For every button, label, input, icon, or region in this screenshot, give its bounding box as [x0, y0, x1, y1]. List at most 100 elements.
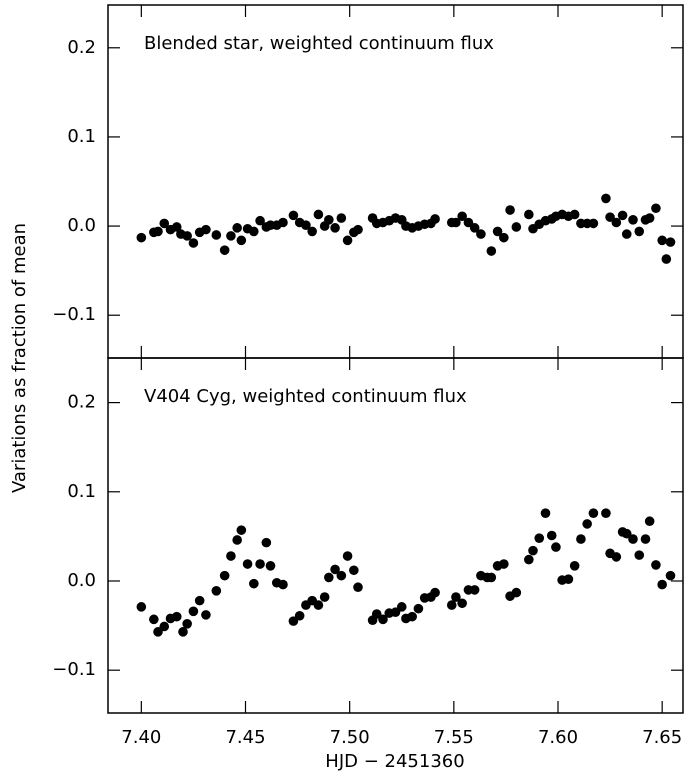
point [611, 217, 622, 228]
point [476, 229, 486, 239]
y-tick-label: 0.1 [67, 481, 96, 502]
point [576, 534, 586, 544]
point [640, 534, 651, 544]
point [651, 203, 661, 214]
point [469, 223, 480, 233]
point [255, 215, 265, 226]
point [342, 235, 353, 246]
y-tick-label: 0.0 [67, 215, 96, 236]
point [288, 616, 299, 626]
point [657, 579, 667, 590]
point [211, 586, 222, 596]
point [569, 209, 580, 220]
point [294, 610, 305, 621]
point [188, 238, 199, 248]
point [159, 621, 170, 632]
y-tick-label: 0.2 [67, 392, 96, 413]
point [621, 528, 632, 539]
point [601, 508, 611, 519]
point [469, 585, 480, 595]
point [182, 231, 192, 241]
x-tick-label: 7.40 [121, 727, 161, 748]
point [657, 235, 667, 246]
point [644, 516, 655, 527]
point [219, 570, 230, 581]
point [511, 587, 522, 598]
point [601, 193, 611, 204]
point [242, 559, 253, 569]
point [136, 232, 147, 243]
point [249, 578, 259, 589]
point [617, 210, 628, 221]
point [219, 245, 230, 255]
y-tick-label: 0.2 [67, 37, 96, 58]
plot-frame [107, 4, 684, 359]
point [621, 229, 632, 239]
point [540, 508, 551, 519]
point [178, 627, 188, 637]
x-tick-label: 7.65 [642, 727, 682, 748]
point [226, 551, 236, 561]
panel-title: V404 Cyg, weighted continuum flux [144, 386, 467, 407]
point [413, 603, 424, 614]
point [226, 231, 236, 241]
point [534, 533, 545, 543]
point [324, 572, 334, 583]
point [236, 525, 247, 535]
point [182, 619, 192, 629]
point [153, 627, 163, 637]
point [265, 561, 276, 571]
point [628, 215, 638, 225]
point [499, 559, 509, 569]
point [353, 224, 363, 235]
point [171, 611, 182, 622]
point [324, 215, 334, 225]
point [524, 209, 534, 220]
point [499, 232, 509, 243]
point [634, 550, 645, 560]
point [313, 600, 324, 610]
point [211, 230, 222, 240]
panel-title: Blended star, weighted continuum flux [144, 33, 494, 54]
point [278, 217, 288, 228]
point [390, 607, 401, 618]
point [528, 545, 538, 556]
point [505, 205, 515, 215]
point [551, 542, 561, 552]
point [605, 212, 615, 222]
point [651, 560, 661, 570]
point [588, 508, 599, 519]
point [582, 519, 592, 529]
point [634, 226, 645, 237]
point [457, 211, 467, 222]
point [261, 537, 272, 548]
point [457, 598, 467, 609]
point [511, 222, 522, 232]
point [463, 217, 474, 228]
point [563, 574, 574, 585]
point [201, 224, 211, 235]
point [644, 213, 655, 223]
point [628, 534, 638, 544]
point [486, 572, 497, 583]
plot-frame [107, 357, 684, 714]
point [546, 530, 557, 541]
point [430, 214, 440, 224]
point [201, 610, 211, 620]
point [451, 592, 461, 602]
point [661, 254, 672, 264]
point [330, 564, 340, 575]
y-tick-label: −0.1 [52, 304, 96, 325]
y-tick-label: −0.1 [52, 659, 96, 680]
point [611, 552, 622, 562]
point [349, 565, 359, 576]
point [371, 609, 382, 619]
point [353, 582, 363, 593]
y-tick-label: 0.0 [67, 570, 96, 591]
point [232, 535, 242, 545]
x-tick-label: 7.60 [538, 727, 578, 748]
point [278, 579, 288, 590]
point [136, 602, 147, 612]
point [378, 614, 388, 625]
point [524, 554, 534, 565]
